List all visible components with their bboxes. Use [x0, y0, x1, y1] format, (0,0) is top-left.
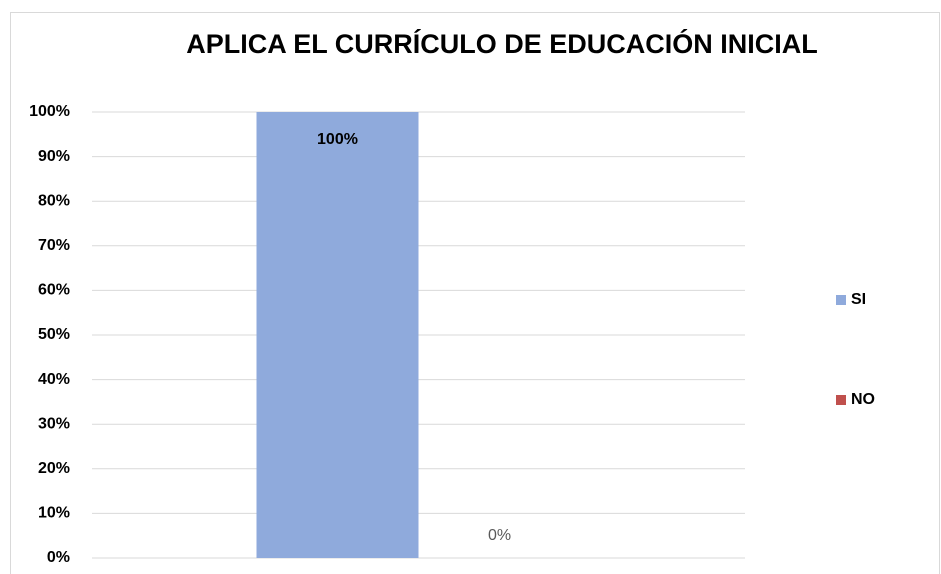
legend-label: SI	[851, 291, 866, 308]
y-tick-label: 70%	[38, 237, 70, 254]
y-tick-label: 40%	[38, 371, 70, 388]
data-label: 0%	[488, 527, 511, 544]
y-tick-label: 80%	[38, 192, 70, 209]
legend-swatch	[836, 395, 846, 405]
y-tick-label: 60%	[38, 282, 70, 299]
y-tick-label: 30%	[38, 415, 70, 432]
y-tick-label: 90%	[38, 148, 70, 165]
data-label: 100%	[317, 131, 358, 148]
legend-label: NO	[851, 391, 875, 408]
y-tick-label: 20%	[38, 460, 70, 477]
y-tick-label: 100%	[29, 103, 70, 120]
y-tick-label: 50%	[38, 326, 70, 343]
chart-title: APLICA EL CURRÍCULO DE EDUCACIÓN INICIAL	[186, 29, 818, 59]
legend-swatch	[836, 295, 846, 305]
y-tick-label: 0%	[47, 549, 70, 566]
y-tick-label: 10%	[38, 505, 70, 522]
chart-border	[10, 12, 940, 574]
bar	[256, 112, 419, 558]
